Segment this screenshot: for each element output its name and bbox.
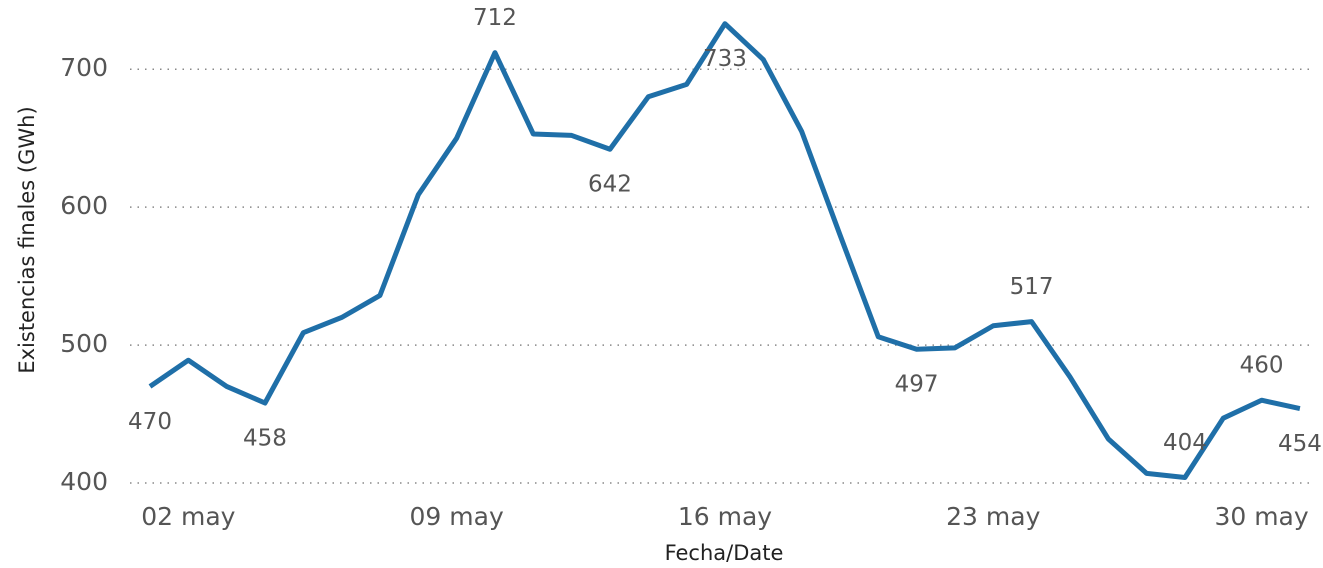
y-tick-label: 500 bbox=[60, 329, 108, 358]
data-label: 497 bbox=[895, 372, 939, 398]
data-label: 470 bbox=[128, 409, 172, 435]
data-label: 458 bbox=[243, 426, 287, 452]
data-label: 642 bbox=[588, 172, 632, 198]
x-tick-label: 23 may bbox=[946, 502, 1040, 531]
x-axis-title: Fecha/Date bbox=[665, 541, 784, 565]
x-tick-label: 02 may bbox=[141, 502, 235, 531]
y-axis-title: Existencias finales (GWh) bbox=[15, 106, 39, 373]
y-tick-label: 400 bbox=[60, 467, 108, 496]
data-label: 733 bbox=[703, 46, 747, 72]
x-tick-label: 09 may bbox=[410, 502, 504, 531]
x-tick-label: 16 may bbox=[678, 502, 772, 531]
data-label: 404 bbox=[1163, 430, 1207, 456]
line bbox=[148, 21, 1301, 480]
y-tick-label: 700 bbox=[60, 53, 108, 82]
data-label: 460 bbox=[1240, 353, 1284, 379]
data-label: 517 bbox=[1010, 274, 1054, 300]
y-tick-label: 600 bbox=[60, 191, 108, 220]
data-label: 712 bbox=[473, 5, 517, 31]
data-label: 454 bbox=[1278, 431, 1322, 457]
x-tick-label: 30 may bbox=[1214, 502, 1308, 531]
